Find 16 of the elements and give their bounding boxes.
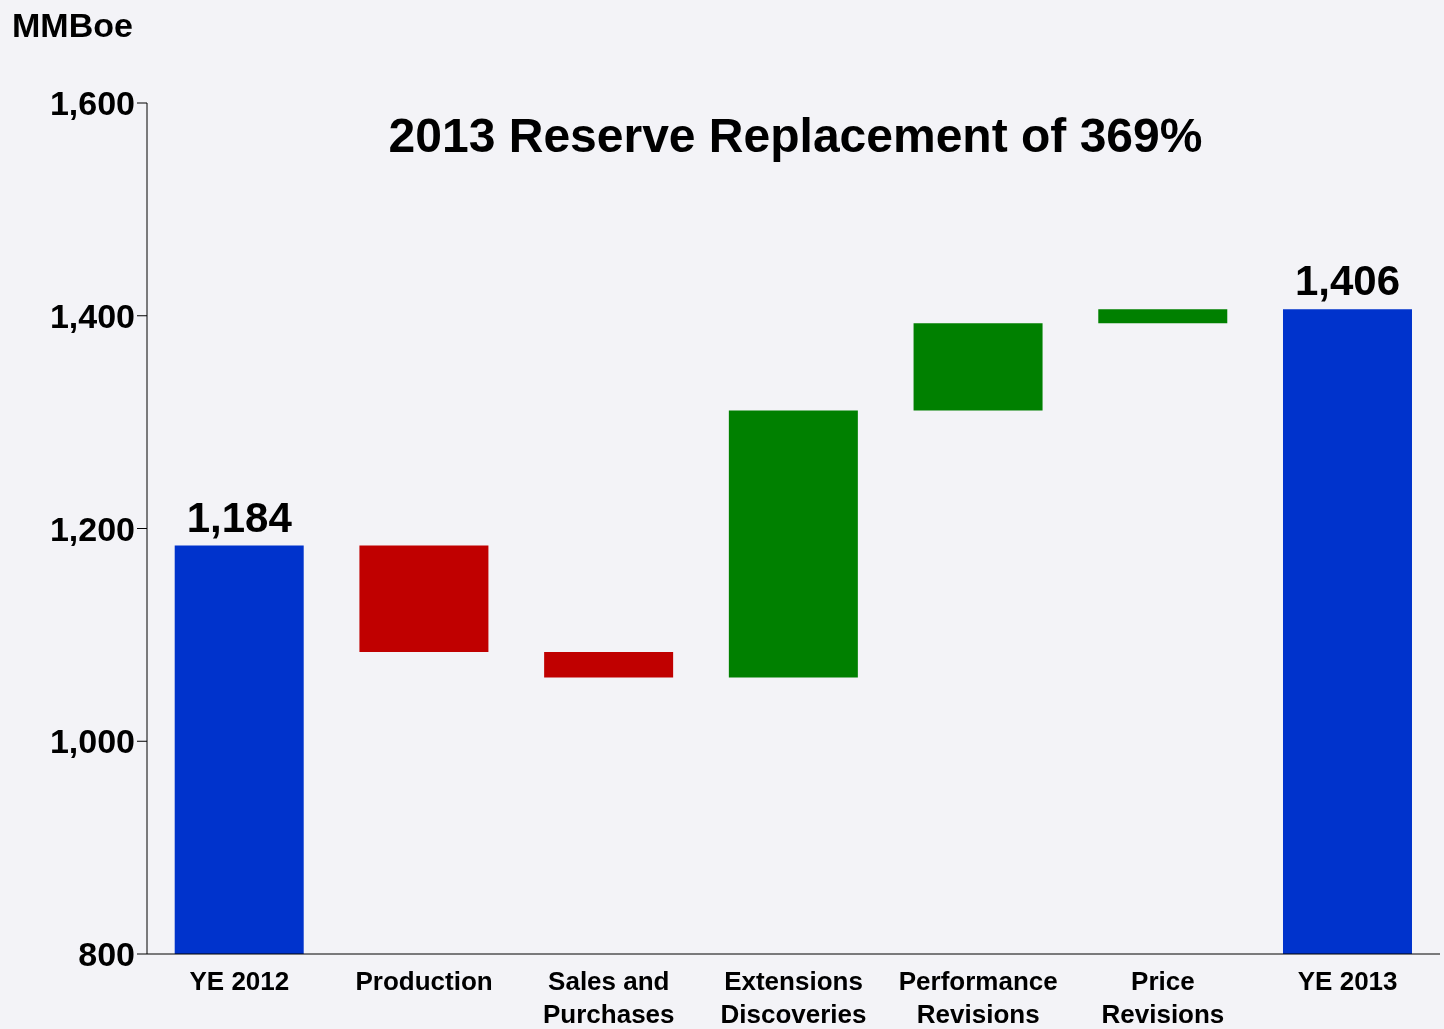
- chart-title: 2013 Reserve Replacement of 369%: [387, 108, 1204, 163]
- y-tick-label: 1,600: [49, 84, 135, 123]
- x-tick-label: Extensions Discoveries: [720, 966, 867, 1029]
- y-tick-label: 1,400: [49, 296, 135, 335]
- x-tick-label: Price Revisions: [1101, 966, 1225, 1029]
- y-axis-title: MMBoe: [12, 6, 133, 45]
- y-tick-label: 1,000: [49, 722, 135, 761]
- x-tick-label: Production: [355, 966, 493, 996]
- x-tick-label: Performance Revisions: [898, 966, 1058, 1029]
- data-label: 1,184: [186, 493, 293, 541]
- data-label: 1,406: [1294, 257, 1401, 305]
- x-tick-label: YE 2012: [189, 966, 290, 996]
- x-tick-label: YE 2013: [1297, 966, 1398, 996]
- x-tick-label: Sales and Purchases: [543, 966, 675, 1029]
- y-tick-label: 800: [78, 935, 135, 974]
- y-tick-label: 1,200: [49, 509, 135, 548]
